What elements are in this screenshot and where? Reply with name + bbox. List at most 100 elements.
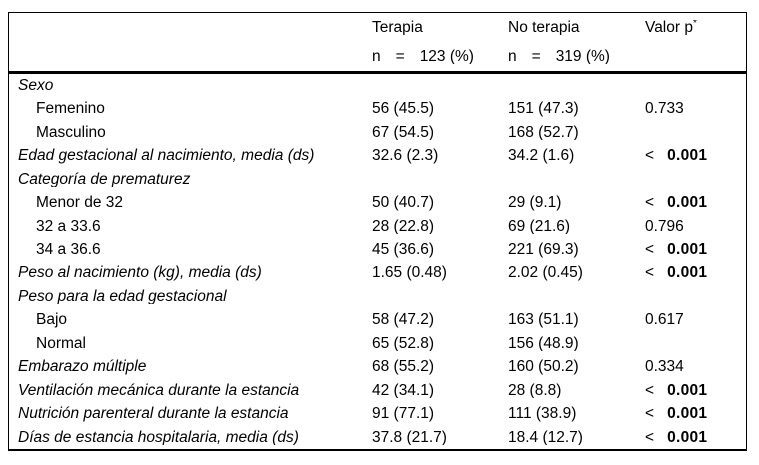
p-number: 0.001 bbox=[667, 242, 708, 258]
no-terapia-value: 221 (69.3) bbox=[508, 242, 579, 258]
row-label: Normal bbox=[36, 335, 86, 352]
row-label: Masculino bbox=[36, 124, 106, 141]
p-value: <0.001 bbox=[645, 242, 746, 258]
p-value: <0.001 bbox=[645, 430, 746, 446]
no-terapia-value: 111 (38.9) bbox=[508, 406, 577, 422]
p-value: 0.733 bbox=[645, 101, 746, 117]
table-row: Sexo bbox=[9, 74, 746, 97]
p-number: 0.001 bbox=[667, 195, 708, 211]
table-row: 32 a 33.6 28 (22.8) 69 (21.6) 0.796 bbox=[9, 215, 746, 238]
no-terapia-value: 29 (9.1) bbox=[508, 195, 562, 211]
terapia-value: 45 (36.6) bbox=[372, 242, 435, 258]
row-label: Bajo bbox=[36, 312, 68, 328]
p-number: 0.001 bbox=[667, 148, 708, 164]
no-terapia-value: 34.2 (1.6) bbox=[508, 148, 575, 164]
p-value bbox=[645, 78, 746, 94]
table-row: Femenino 56 (45.5) 151 (47.3) 0.733 bbox=[9, 97, 746, 120]
table-row: Nutrición parenteral durante la estancia… bbox=[9, 402, 746, 425]
table-row: Edad gestacional al nacimiento, media (d… bbox=[9, 144, 746, 167]
no-terapia-value: 160 (50.2) bbox=[508, 359, 579, 375]
row-label: Femenino bbox=[36, 101, 105, 117]
p-number: 0.617 bbox=[645, 312, 684, 328]
footnote-asterisk: * bbox=[692, 19, 697, 29]
header-row-titles: Terapia No terapia Valor p* bbox=[9, 13, 746, 42]
terapia-value: 50 (40.7) bbox=[372, 195, 435, 211]
p-value: <0.001 bbox=[645, 406, 746, 422]
p-number: 0.733 bbox=[645, 101, 684, 117]
terapia-value: 42 (34.1) bbox=[372, 382, 435, 399]
p-value bbox=[645, 125, 746, 141]
table-row: Peso al nacimiento (kg), media (ds) 1.65… bbox=[9, 262, 746, 285]
row-label: Nutrición parenteral durante la estancia bbox=[18, 406, 289, 422]
n-count: 123 (%) bbox=[419, 48, 474, 65]
row-label: 32 a 33.6 bbox=[36, 218, 101, 235]
no-terapia-value: 2.02 (0.45) bbox=[508, 265, 583, 281]
p-value bbox=[645, 336, 746, 352]
p-number: 0.334 bbox=[645, 359, 684, 375]
p-number: 0.001 bbox=[667, 382, 708, 399]
header-row-n: n = 123 (%) n = 319 (%) bbox=[9, 42, 746, 71]
p-number: 0.001 bbox=[667, 265, 708, 281]
no-terapia-value: 151 (47.3) bbox=[508, 101, 579, 117]
no-terapia-value: 28 (8.8) bbox=[508, 382, 562, 399]
less-than-symbol: < bbox=[645, 382, 655, 399]
header-no-terapia: No terapia bbox=[508, 19, 580, 36]
no-terapia-value: 18.4 (12.7) bbox=[508, 429, 583, 446]
p-value: <0.001 bbox=[645, 383, 746, 399]
less-than-symbol: < bbox=[645, 265, 655, 281]
row-label: Categoría de prematurez bbox=[18, 171, 191, 188]
no-terapia-value: 156 (48.9) bbox=[508, 335, 579, 352]
n-symbol: n bbox=[372, 48, 381, 65]
table-row: Bajo 58 (47.2) 163 (51.1) 0.617 bbox=[9, 308, 746, 331]
row-label: Peso para la edad gestacional bbox=[18, 288, 227, 305]
header-n-terapia: n = 123 (%) bbox=[372, 49, 508, 65]
terapia-value: 1.65 (0.48) bbox=[372, 265, 447, 281]
row-label: Peso al nacimiento (kg), media (ds) bbox=[18, 265, 262, 281]
row-label: Ventilación mecánica durante la estancia bbox=[18, 382, 300, 399]
p-value: <0.001 bbox=[645, 195, 746, 211]
n-symbol: n bbox=[508, 48, 517, 65]
table-row: Normal 65 (52.8) 156 (48.9) bbox=[9, 332, 746, 355]
terapia-value: 58 (47.2) bbox=[372, 312, 435, 328]
p-number: 0.001 bbox=[667, 406, 708, 422]
terapia-value: 37.8 (21.7) bbox=[372, 429, 447, 446]
p-number: 0.001 bbox=[667, 429, 708, 446]
row-label: 34 a 36.6 bbox=[36, 242, 101, 258]
no-terapia-value: 69 (21.6) bbox=[508, 218, 571, 235]
terapia-value: 67 (54.5) bbox=[372, 124, 435, 141]
table-row: Menor de 32 50 (40.7) 29 (9.1) <0.001 bbox=[9, 191, 746, 214]
p-value bbox=[645, 289, 746, 305]
table-header: Terapia No terapia Valor p* n = 123 (%) n =… bbox=[9, 13, 746, 74]
header-terapia: Terapia bbox=[372, 19, 423, 36]
terapia-value: 28 (22.8) bbox=[372, 218, 435, 235]
header-valor-p: Valor p* bbox=[645, 20, 746, 36]
no-terapia-value: 163 (51.1) bbox=[508, 312, 579, 328]
less-than-symbol: < bbox=[645, 429, 655, 446]
less-than-symbol: < bbox=[645, 406, 655, 422]
table-row: Ventilación mecánica durante la estancia… bbox=[9, 379, 746, 402]
terapia-value: 68 (55.2) bbox=[372, 359, 435, 375]
p-value: <0.001 bbox=[645, 265, 746, 281]
row-label: Días de estancia hospitalaria, media (ds… bbox=[18, 429, 299, 446]
n-count: 319 (%) bbox=[555, 48, 610, 65]
valor-p-text: Valor p bbox=[645, 19, 693, 36]
p-value: 0.617 bbox=[645, 312, 746, 328]
terapia-value: 65 (52.8) bbox=[372, 335, 435, 352]
equals-sign: = bbox=[531, 48, 541, 65]
p-value: 0.334 bbox=[645, 359, 746, 375]
p-number: 0.796 bbox=[645, 218, 684, 235]
p-value bbox=[645, 172, 746, 188]
less-than-symbol: < bbox=[645, 148, 655, 164]
terapia-value: 32.6 (2.3) bbox=[372, 148, 439, 164]
comparison-table: Terapia No terapia Valor p* n = 123 (%) n =… bbox=[8, 12, 747, 451]
row-label: Sexo bbox=[18, 77, 54, 94]
table-row: Peso para la edad gestacional bbox=[9, 285, 746, 308]
less-than-symbol: < bbox=[645, 242, 655, 258]
terapia-value: 91 (77.1) bbox=[372, 406, 435, 422]
table-row: Días de estancia hospitalaria, media (ds… bbox=[9, 426, 746, 449]
p-value: <0.001 bbox=[645, 148, 746, 164]
table-row: Embarazo múltiple 68 (55.2) 160 (50.2) 0… bbox=[9, 355, 746, 378]
table-body: Sexo Femenino 56 (45.5) 151 (47.3) 0.733… bbox=[9, 74, 746, 449]
no-terapia-value: 168 (52.7) bbox=[508, 124, 579, 141]
header-n-no-terapia: n = 319 (%) bbox=[508, 49, 645, 65]
